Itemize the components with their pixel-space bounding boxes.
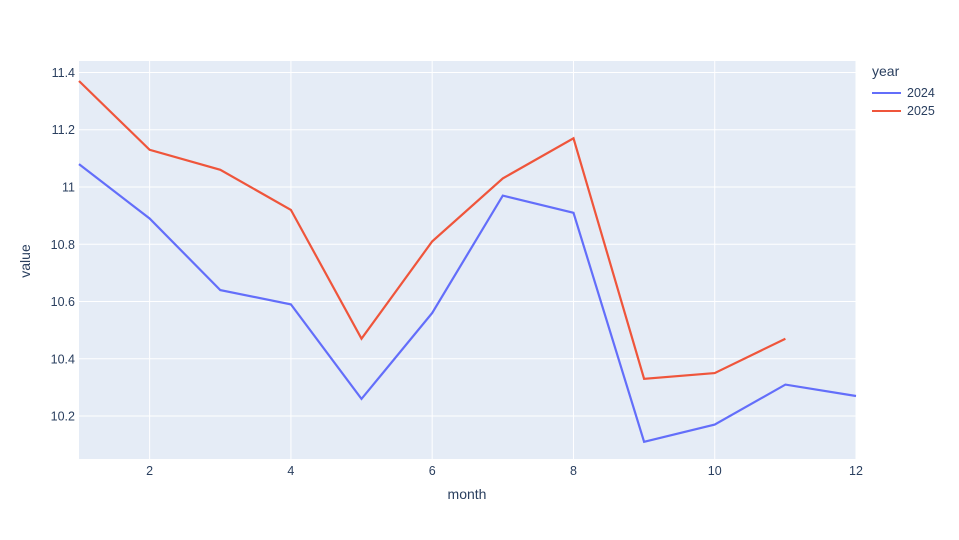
plot-area[interactable] (79, 61, 856, 459)
x-tick-label: 8 (570, 464, 577, 478)
y-tick-label: 11 (62, 180, 75, 194)
y-axis-title: value (17, 244, 33, 278)
legend-title: year (872, 63, 900, 79)
x-tick-label: 10 (708, 464, 722, 478)
series-line-2024[interactable] (78, 163, 857, 444)
legend: year 2024 2025 (872, 63, 935, 120)
y-tick-label: 10.2 (51, 410, 75, 424)
y-tick-label: 10.6 (51, 295, 75, 309)
y-tick-label: 11.2 (52, 123, 75, 137)
legend-entry-2024[interactable]: 2024 (872, 84, 935, 102)
legend-label-2024: 2024 (907, 86, 935, 100)
legend-line-swatch-2025 (872, 110, 901, 112)
legend-entry-2025[interactable]: 2025 (872, 102, 935, 120)
x-axis-title: month (447, 486, 487, 502)
legend-line-swatch-2024 (872, 92, 901, 94)
x-tick-label: 2 (146, 464, 153, 478)
series-line-2025[interactable] (78, 80, 786, 380)
y-tick-label: 11.4 (52, 66, 75, 80)
y-tick-label: 10.8 (51, 238, 75, 252)
x-tick-label: 4 (287, 464, 294, 478)
x-tick-label: 12 (849, 464, 863, 478)
legend-label-2025: 2025 (907, 104, 935, 118)
y-tick-label: 10.4 (51, 352, 75, 366)
x-tick-label: 6 (429, 464, 436, 478)
